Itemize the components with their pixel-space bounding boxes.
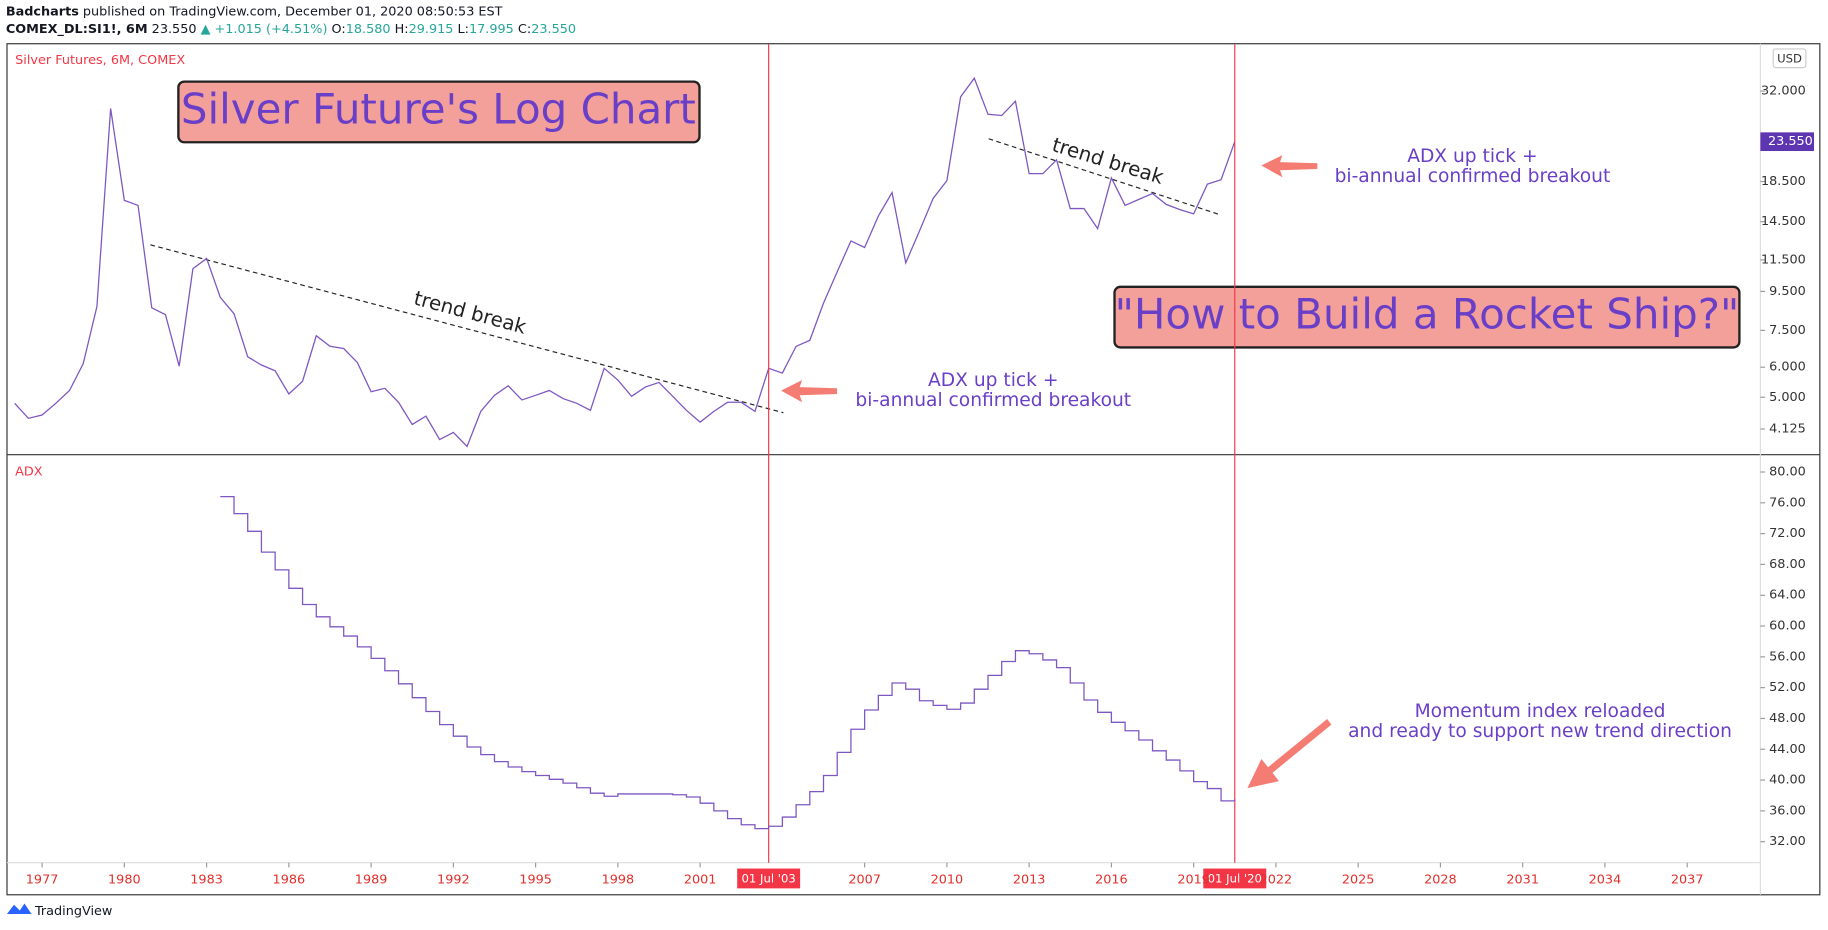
annotation-line: and ready to support new trend direction	[1348, 720, 1732, 741]
logo	[6, 903, 32, 915]
x-tick-label: 1998	[602, 873, 635, 888]
x-tick-label: 2016	[1095, 873, 1128, 888]
legend: ADX	[15, 465, 43, 480]
y-tick-label: 60.00	[1769, 619, 1806, 634]
marker-label: 01 Jul '03	[742, 872, 796, 886]
y-tick-label: 36.00	[1769, 803, 1806, 818]
published: published on TradingView.com, December 0…	[83, 4, 503, 19]
marker-tag	[1203, 868, 1267, 889]
x-tick-label: 2022	[1260, 873, 1293, 888]
last-value-label: 23.550	[1768, 134, 1813, 149]
trend-line	[150, 244, 784, 414]
series-line	[220, 496, 1236, 830]
arrow	[1247, 718, 1332, 789]
annotation: Momentum index reloaded and ready to supp…	[1348, 701, 1732, 742]
y-tick-label: 48.00	[1769, 711, 1806, 726]
y-tick-label: 11.500	[1761, 252, 1806, 267]
series-line	[14, 76, 1236, 448]
annotation: ADX up tick + bi-annual confirmed breakou…	[1335, 146, 1611, 187]
annotation-line: ADX up tick +	[1407, 146, 1537, 167]
annotation-line: Momentum index reloaded	[1415, 701, 1666, 722]
x-tick-label: 1986	[273, 873, 306, 888]
x-tick-label: 2028	[1424, 873, 1457, 888]
ohlc-value: 17.995	[469, 22, 514, 37]
price: 23.550	[152, 22, 197, 37]
x-tick-label: 2037	[1671, 873, 1704, 888]
y-tick-label: 14.500	[1761, 214, 1806, 229]
chart-frame	[6, 43, 1821, 896]
annotation-line: bi-annual confirmed breakout	[855, 389, 1131, 410]
annotation: Silver Future's Log Chart	[181, 84, 696, 133]
annotation: ADX up tick + bi-annual confirmed breakou…	[855, 370, 1131, 411]
annotation: "How to Build a Rocket Ship?"	[1115, 290, 1740, 339]
x-tick-label: 2010	[931, 873, 964, 888]
currency-box	[1772, 48, 1807, 69]
x-tick-label: 2007	[848, 873, 881, 888]
annotation: trend break	[1049, 133, 1166, 189]
annotation-line: bi-annual confirmed breakout	[1335, 166, 1611, 187]
y-tick-label: 32.000	[1761, 84, 1806, 99]
y-tick-label: 76.00	[1769, 495, 1806, 510]
y-tick-label: 68.00	[1769, 557, 1806, 572]
legend: Silver Futures, 6M, COMEX	[15, 53, 185, 68]
y-tick-label: 32.00	[1769, 834, 1806, 849]
arrow	[1261, 155, 1318, 178]
marker-label: 01 Jul '20	[1208, 872, 1262, 886]
y-tick-label: 44.00	[1769, 742, 1806, 757]
y-tick-label: 56.00	[1769, 649, 1806, 664]
x-tick-label: 1980	[108, 873, 141, 888]
x-tick-label: 1977	[26, 873, 59, 888]
annotation: trend break	[412, 287, 530, 339]
change: +1.015 (+4.51%)	[215, 22, 328, 37]
annotation-line: ADX up tick +	[928, 370, 1058, 391]
x-tick-label: 2001	[684, 873, 717, 888]
author: Badcharts	[6, 4, 79, 19]
x-tick-label: 2034	[1589, 873, 1622, 888]
x-tick-label: 2031	[1506, 873, 1539, 888]
symbol-line: COMEX_DL:SI1!, 6M 23.550 ▲ +1.015 (+4.51…	[6, 22, 576, 37]
y-tick-label: 5.000	[1769, 390, 1806, 405]
x-tick-label: 1983	[190, 873, 223, 888]
y-tick-label: 4.125	[1769, 421, 1806, 436]
ohlc-value: 29.915	[409, 22, 454, 37]
footer: TradingView	[34, 904, 112, 919]
y-tick-label: 64.00	[1769, 588, 1806, 603]
y-tick-label: 9.500	[1769, 284, 1806, 299]
ohlc-key: C:	[518, 22, 531, 37]
annotation-box	[1113, 285, 1741, 349]
ohlc-key: L:	[458, 22, 469, 37]
x-tick-label: 2013	[1013, 873, 1046, 888]
ohlc-value: 18.580	[346, 22, 391, 37]
y-tick-label: 52.00	[1769, 680, 1806, 695]
y-tick-label: 72.00	[1769, 526, 1806, 541]
y-tick-label: 6.000	[1769, 360, 1806, 375]
header-line: Badcharts published on TradingView.com, …	[6, 4, 503, 19]
ohlc-value: 23.550	[531, 22, 576, 37]
up-arrow: ▲	[201, 22, 211, 37]
last-value-tag	[1760, 132, 1815, 152]
x-tick-label: 1995	[519, 873, 552, 888]
y-tick-label: 80.00	[1769, 465, 1806, 480]
y-tick-label: 7.500	[1769, 323, 1806, 338]
x-tick-label: 2019	[1177, 873, 1210, 888]
y-tick-label: 18.500	[1761, 174, 1806, 189]
symbol: COMEX_DL:SI1!, 6M	[6, 22, 148, 37]
x-tick-label: 2025	[1342, 873, 1375, 888]
x-tick-label: 1989	[355, 873, 388, 888]
currency: USD	[1777, 51, 1802, 65]
ohlc-key: H:	[395, 22, 409, 37]
y-tick-label: 40.00	[1769, 773, 1806, 788]
marker-tag	[737, 868, 801, 889]
ohlc-key: O:	[332, 22, 346, 37]
annotation-box	[177, 80, 701, 144]
arrow	[781, 380, 838, 403]
x-tick-label: 1992	[437, 873, 470, 888]
